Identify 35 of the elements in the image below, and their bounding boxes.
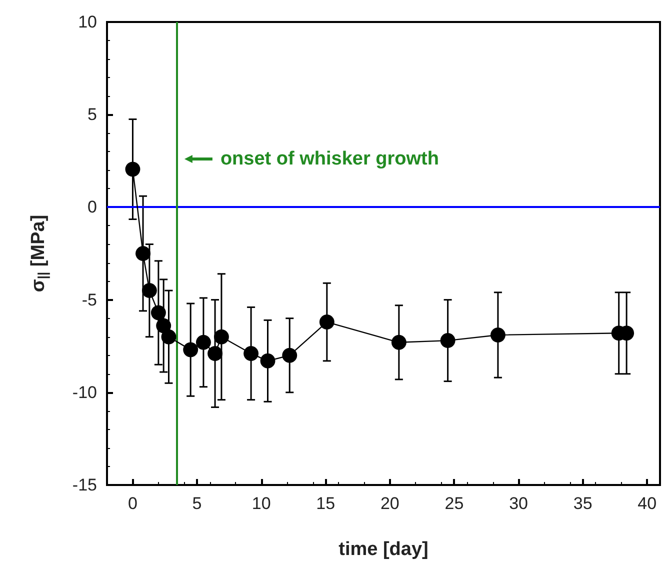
y-tick-label: -15 — [72, 476, 97, 494]
point — [319, 314, 334, 330]
point — [214, 329, 229, 344]
point — [260, 353, 276, 368]
x-tick-label: 40 — [638, 494, 657, 513]
point — [136, 246, 151, 261]
y-tick-label: -5 — [82, 290, 97, 310]
point — [196, 334, 211, 350]
point — [282, 348, 298, 363]
x-tick-label: 35 — [573, 494, 592, 513]
y-tick-label: 0 — [88, 198, 97, 217]
point — [183, 342, 198, 358]
x-tick-label: 25 — [444, 494, 464, 513]
y-tick-label: 10 — [78, 12, 97, 32]
point — [490, 327, 506, 342]
x-tick-label: 10 — [252, 494, 271, 513]
point — [161, 329, 176, 344]
x-tick-label: 0 — [128, 494, 138, 513]
point — [150, 305, 166, 320]
y-tick-label: -10 — [72, 382, 97, 402]
annotation: onset of whisker growth — [220, 148, 439, 170]
x-tick-label: 30 — [509, 494, 528, 513]
point — [391, 334, 406, 350]
x-axis-title: time [day] — [338, 539, 428, 560]
point — [156, 318, 172, 334]
x-tick-label: 5 — [192, 494, 202, 513]
y-axis-title: σ|| [MPa] — [28, 214, 50, 292]
point — [440, 333, 456, 348]
point — [125, 162, 140, 177]
y-tick-label: 5 — [88, 105, 97, 124]
point — [244, 346, 259, 362]
x-tick-label: 15 — [316, 494, 336, 513]
point — [142, 283, 157, 298]
point — [208, 346, 223, 362]
x-tick-label: 20 — [380, 494, 400, 513]
